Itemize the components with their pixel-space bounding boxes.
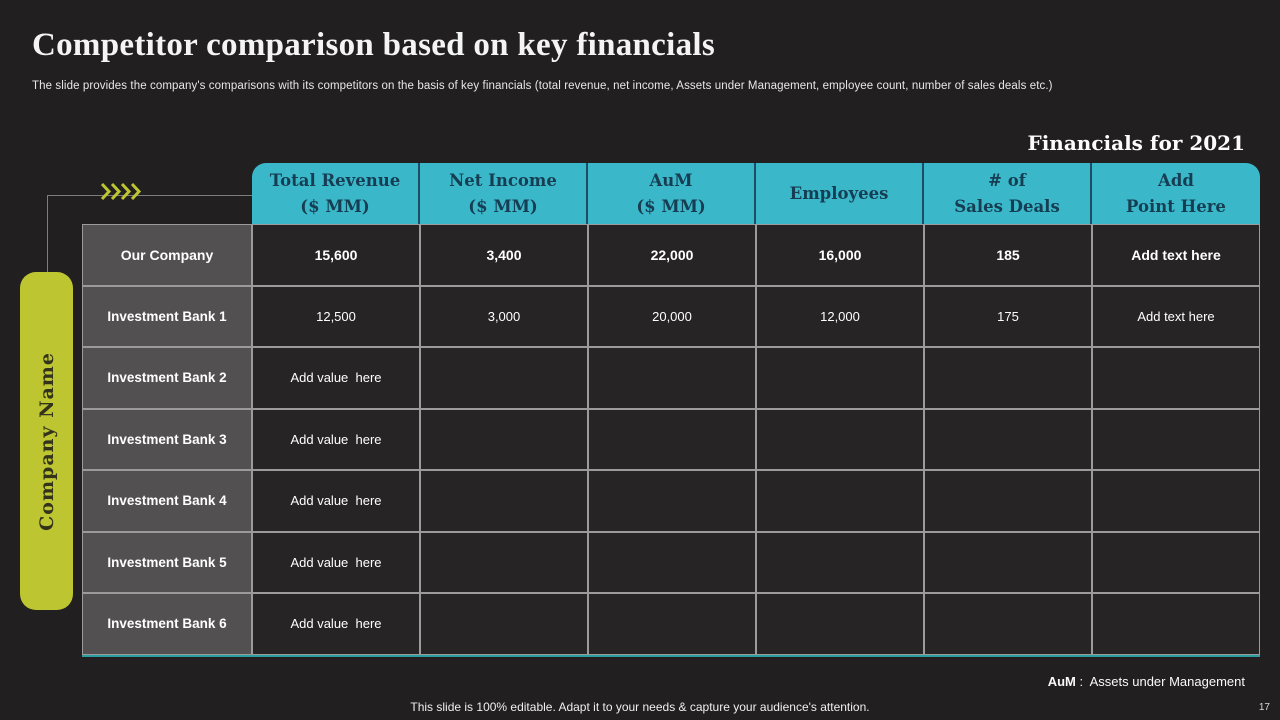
aum-definition: AuM : Assets under Management	[1048, 674, 1245, 689]
table-cell[interactable]	[420, 593, 588, 655]
table-cell[interactable]	[1092, 593, 1260, 655]
table-cell[interactable]	[756, 531, 924, 593]
table-cell: 3,000	[420, 285, 588, 347]
column-header-add-point-placeholder[interactable]: Add Point Here	[1092, 163, 1260, 224]
table-cell[interactable]	[1092, 408, 1260, 470]
row-label-investment-bank-4: Investment Bank 4	[82, 470, 252, 532]
row-label-our-company: Our Company	[82, 224, 252, 286]
table-cell[interactable]	[924, 347, 1092, 409]
table-cell-placeholder[interactable]: Add text here	[1092, 224, 1260, 286]
financials-year-label: Financials for 2021	[1027, 131, 1246, 155]
column-header-sales-deals: # of Sales Deals	[924, 163, 1092, 224]
table-cell: 12,500	[252, 285, 420, 347]
aum-definition-text: : Assets under Management	[1075, 674, 1246, 689]
table-cell[interactable]	[588, 408, 756, 470]
table-cell[interactable]	[924, 408, 1092, 470]
table-cell[interactable]	[588, 347, 756, 409]
editable-note: This slide is 100% editable. Adapt it to…	[410, 700, 870, 714]
chevron-arrows-icon	[100, 182, 142, 205]
table-cell: 185	[924, 224, 1092, 286]
row-label-investment-bank-3: Investment Bank 3	[82, 408, 252, 470]
table-cell[interactable]	[756, 470, 924, 532]
table-cell[interactable]	[924, 470, 1092, 532]
slide-subtitle: The slide provides the company's compari…	[32, 80, 1053, 92]
table-cell[interactable]	[1092, 470, 1260, 532]
company-name-side-label-text: Company Name	[35, 351, 58, 531]
table-cell[interactable]	[588, 593, 756, 655]
aum-abbr: AuM	[1047, 674, 1076, 689]
table-cell[interactable]	[756, 347, 924, 409]
table-cell[interactable]	[588, 531, 756, 593]
table-cell[interactable]	[924, 531, 1092, 593]
table-cell[interactable]	[588, 470, 756, 532]
table-cell[interactable]	[1092, 347, 1260, 409]
table-cell-placeholder[interactable]: Add value here	[252, 470, 420, 532]
table-cell[interactable]	[420, 347, 588, 409]
row-label-investment-bank-2: Investment Bank 2	[82, 347, 252, 409]
table-cell-placeholder[interactable]: Add value here	[252, 408, 420, 470]
table-corner-spacer	[82, 163, 252, 224]
table-cell: 20,000	[588, 285, 756, 347]
table-cell: 175	[924, 285, 1092, 347]
page-title: Competitor comparison based on key finan…	[32, 27, 716, 63]
row-label-investment-bank-6: Investment Bank 6	[82, 593, 252, 655]
table-cell-placeholder[interactable]: Add value here	[252, 593, 420, 655]
column-header-total-revenue: Total Revenue ($ MM)	[252, 163, 420, 224]
table-cell[interactable]	[924, 593, 1092, 655]
column-header-aum: AuM ($ MM)	[588, 163, 756, 224]
page-number: 17	[1258, 702, 1270, 713]
table-cell: 16,000	[756, 224, 924, 286]
table-cell-placeholder[interactable]: Add value here	[252, 531, 420, 593]
table-cell[interactable]	[420, 408, 588, 470]
row-label-investment-bank-1: Investment Bank 1	[82, 285, 252, 347]
connector-horizontal-line	[47, 195, 255, 196]
table-cell-placeholder[interactable]: Add value here	[252, 347, 420, 409]
table-cell-placeholder[interactable]: Add text here	[1092, 285, 1260, 347]
company-name-side-label: Company Name	[20, 272, 73, 610]
table-cell[interactable]	[756, 593, 924, 655]
table-cell[interactable]	[1092, 531, 1260, 593]
column-header-net-income: Net Income ($ MM)	[420, 163, 588, 224]
table-cell[interactable]	[756, 408, 924, 470]
table-cell[interactable]	[420, 531, 588, 593]
row-label-investment-bank-5: Investment Bank 5	[82, 531, 252, 593]
table-cell: 22,000	[588, 224, 756, 286]
table-cell: 3,400	[420, 224, 588, 286]
table-cell: 15,600	[252, 224, 420, 286]
connector-vertical-line	[47, 195, 48, 273]
table-cell[interactable]	[420, 470, 588, 532]
comparison-table: Total Revenue ($ MM) Net Income ($ MM) A…	[82, 163, 1260, 657]
column-header-employees: Employees	[756, 163, 924, 224]
table-cell: 12,000	[756, 285, 924, 347]
